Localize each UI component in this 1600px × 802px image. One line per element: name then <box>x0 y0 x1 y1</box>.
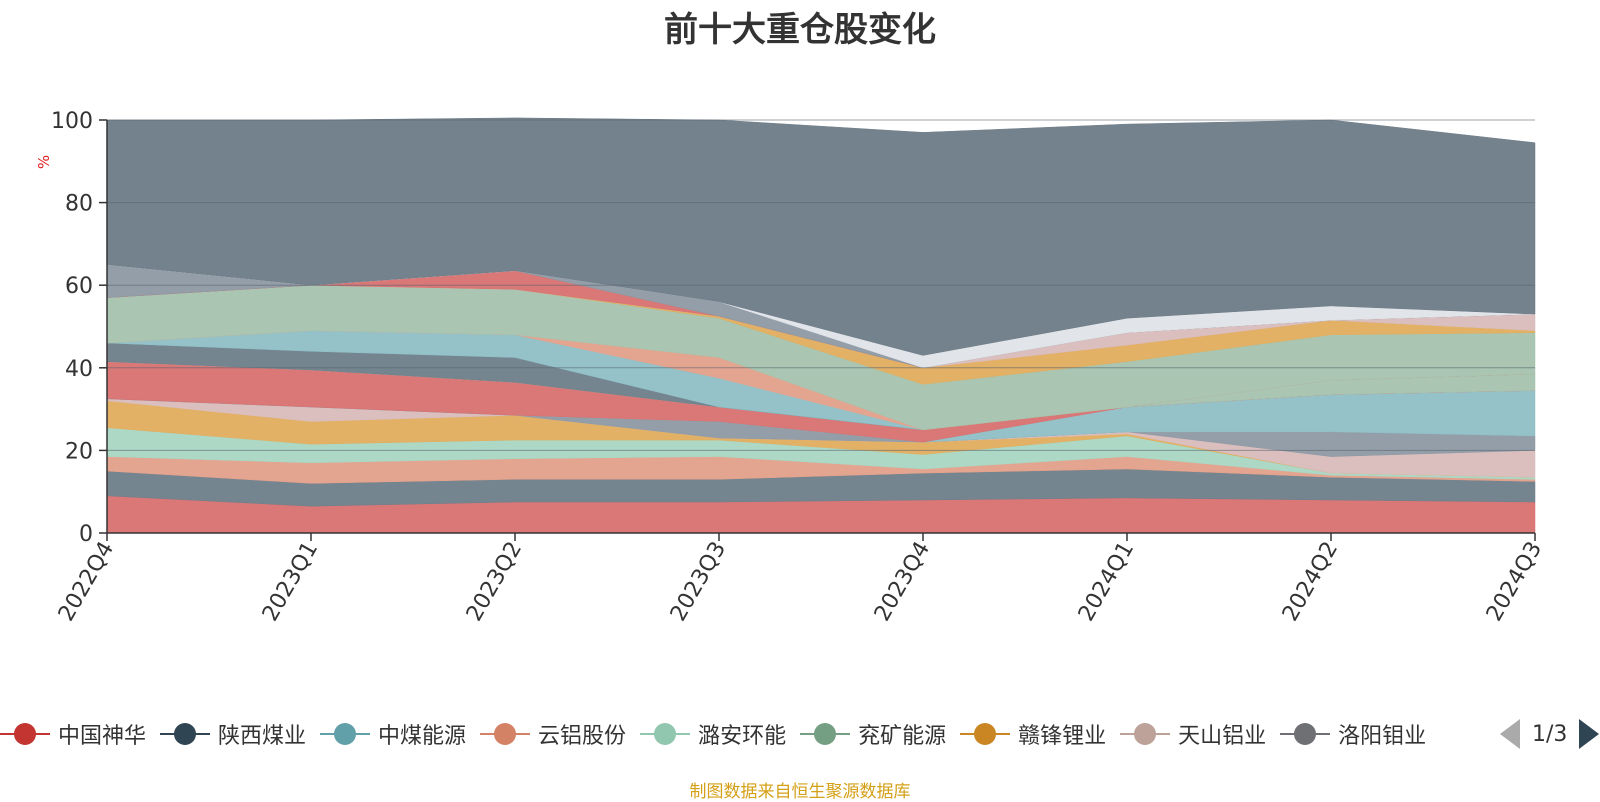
legend-marker-icon <box>0 712 50 756</box>
legend-label: 赣锋锂业 <box>1018 724 1107 749</box>
legend-item-8[interactable]: 天山铝业 <box>1120 712 1266 756</box>
y-tick-label-4: 80 <box>65 192 93 217</box>
legend-pager: 1/3 <box>1500 716 1600 752</box>
x-tick-label-6: 2024Q2 <box>1278 538 1343 626</box>
legend-marker-icon <box>480 712 531 756</box>
x-tick-label-0: 2022Q4 <box>54 538 119 626</box>
legend-marker-icon <box>1280 712 1331 756</box>
x-tick-label-3: 2023Q3 <box>666 538 731 626</box>
legend-label: 洛阳钼业 <box>1338 724 1427 749</box>
pager-prev-arrow-icon[interactable] <box>1500 719 1520 749</box>
legend-item-6[interactable]: 兖矿能源 <box>800 712 946 756</box>
legend-marker-icon <box>320 712 371 756</box>
legend-marker-icon <box>800 712 851 756</box>
y-tick-label-5: 100 <box>51 109 93 134</box>
y-axis-unit-label: % <box>35 155 53 169</box>
legend-item-5[interactable]: 潞安环能 <box>640 712 786 756</box>
y-tick-label-1: 20 <box>65 439 93 464</box>
legend: 中国神华 陕西煤业 中煤能源 云铝股份 潞安环能 兖矿能源 赣锋锂业 天山铝业 洛阳钼业 <box>0 712 1460 756</box>
x-tick-label-2: 2023Q2 <box>462 538 527 626</box>
legend-marker-icon <box>1120 712 1171 756</box>
data-source-note: 制图数据来自恒生聚源数据库 <box>689 782 911 802</box>
legend-marker-icon <box>960 712 1011 756</box>
legend-item-2[interactable]: 陕西煤业 <box>160 712 306 756</box>
y-tick-label-2: 40 <box>65 357 93 382</box>
legend-label: 陕西煤业 <box>218 724 307 749</box>
legend-item-9[interactable]: 洛阳钼业 <box>1280 712 1426 756</box>
legend-label: 云铝股份 <box>538 724 627 749</box>
legend-label: 潞安环能 <box>698 724 787 749</box>
area-chart: 0 20 40 60 80 100 2022Q4 2023Q1 2023Q2 2023Q3 2023… <box>35 109 1547 626</box>
x-tick-label-7: 2024Q3 <box>1482 538 1547 626</box>
pager-next-arrow-icon[interactable] <box>1579 719 1600 749</box>
legend-label: 天山铝业 <box>1178 724 1267 749</box>
y-tick-label-3: 60 <box>65 274 93 299</box>
area-series-20 <box>106 117 1536 356</box>
legend-item-4[interactable]: 云铝股份 <box>480 712 626 756</box>
y-tick-label-0: 0 <box>79 522 93 547</box>
x-tick-label-1: 2023Q1 <box>258 538 323 626</box>
area-series-group <box>106 117 1536 534</box>
x-tick-label-4: 2023Q4 <box>870 538 935 626</box>
legend-item-1[interactable]: 中国神华 <box>0 712 146 756</box>
legend-label: 中国神华 <box>58 724 147 749</box>
legend-marker-icon <box>640 712 691 756</box>
x-tick-label-5: 2024Q1 <box>1074 538 1139 626</box>
legend-label: 兖矿能源 <box>858 724 947 749</box>
legend-label: 中煤能源 <box>378 724 467 749</box>
legend-page-indicator: 1/3 <box>1532 721 1568 747</box>
gridlines <box>107 119 1535 451</box>
legend-item-3[interactable]: 中煤能源 <box>320 712 466 756</box>
legend-marker-icon <box>160 712 211 756</box>
legend-item-7[interactable]: 赣锋锂业 <box>960 712 1106 756</box>
chart-title: 前十大重仓股变化 <box>664 10 936 50</box>
